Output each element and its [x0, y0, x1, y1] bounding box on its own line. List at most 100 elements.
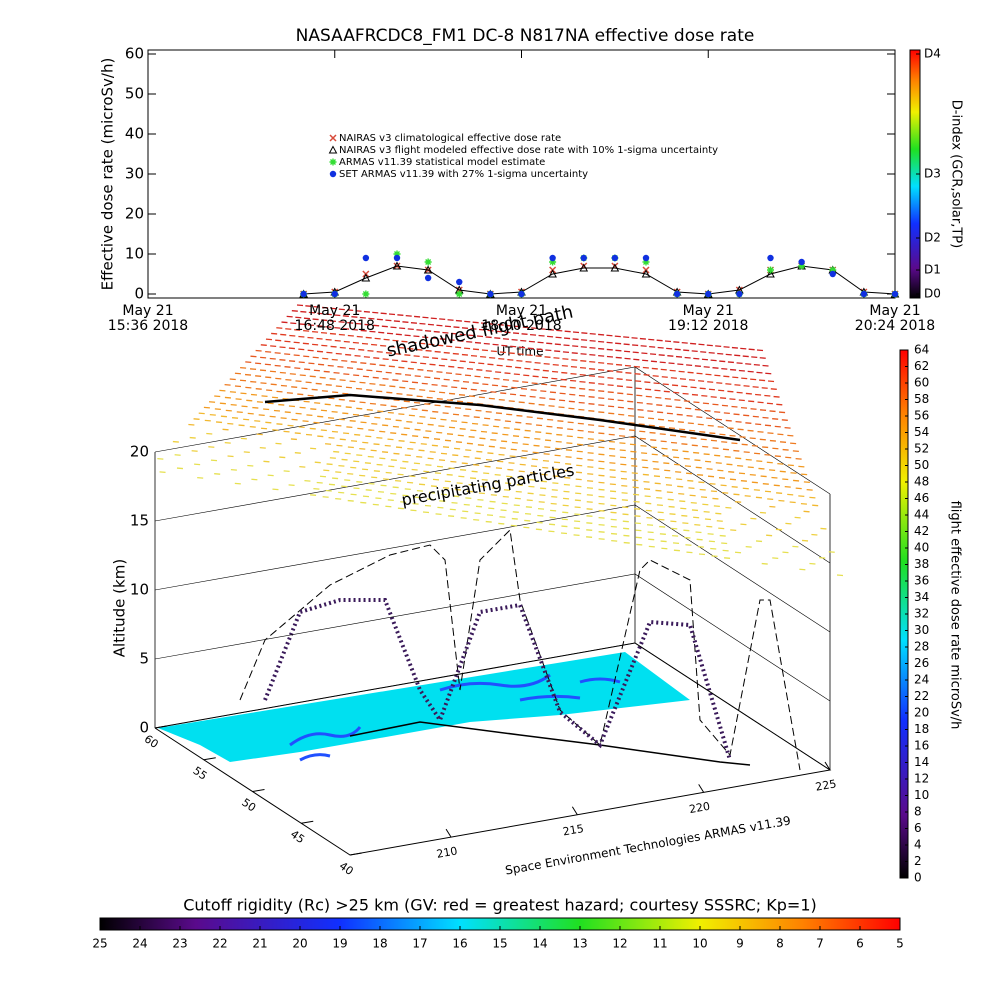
particle-dash — [701, 395, 708, 397]
lat-tick-label: 50 — [239, 796, 258, 815]
particle-dash — [329, 457, 336, 459]
particle-dash — [174, 454, 181, 456]
particle-dash — [588, 375, 596, 377]
data-point — [705, 290, 712, 298]
particle-dash — [414, 315, 421, 318]
colorbar-tick-label: 10 — [692, 937, 707, 951]
particle-dash — [621, 484, 628, 487]
particle-dash — [419, 342, 426, 345]
particle-dash — [598, 481, 605, 484]
particle-dash — [769, 439, 776, 442]
particle-dash — [716, 382, 723, 384]
particle-dash — [731, 405, 738, 408]
particle-dash — [598, 390, 605, 392]
particle-dash — [727, 427, 734, 430]
coastline — [289, 673, 621, 762]
particle-dash — [314, 402, 321, 404]
particle-dash — [606, 334, 613, 337]
particle-dash — [482, 383, 489, 386]
particle-dash — [312, 356, 319, 359]
particle-dash — [265, 376, 272, 379]
particle-dash — [607, 384, 614, 386]
particle-dash — [707, 424, 714, 427]
data-point — [736, 290, 743, 298]
particle-dash — [234, 372, 241, 375]
particle-dash — [562, 504, 569, 507]
particle-dash — [617, 392, 624, 395]
particle-dash — [483, 342, 490, 345]
particle-dash — [450, 359, 457, 362]
particle-dash — [369, 402, 376, 405]
particle-dash — [666, 412, 673, 415]
particle-dash — [722, 491, 729, 494]
particle-dash — [390, 492, 397, 495]
particle-dash — [668, 362, 675, 365]
particle-dash — [587, 480, 594, 482]
particle-dash — [729, 478, 736, 481]
particle-dash — [293, 354, 300, 357]
particle-dash — [331, 411, 338, 413]
particle-dash — [629, 443, 637, 446]
particle-dash — [474, 457, 481, 460]
particle-dash — [387, 411, 394, 414]
particle-dash — [670, 520, 677, 523]
particle-dash — [490, 438, 497, 441]
particle-dash — [757, 401, 764, 404]
particle-dash — [376, 318, 383, 321]
particle-dash — [480, 485, 487, 488]
particle-dash — [561, 525, 568, 528]
particle-dash — [427, 323, 435, 326]
particle-dash — [547, 328, 554, 331]
particle-dash — [708, 351, 715, 354]
particle-dash — [448, 365, 455, 368]
particle-dash — [615, 349, 622, 352]
data-point — [767, 266, 774, 274]
particle-dash — [366, 409, 373, 411]
particle-dash — [529, 334, 537, 336]
particle-dash — [280, 333, 287, 336]
particle-dash — [683, 529, 690, 532]
particle-dash — [459, 333, 466, 336]
particle-dash — [779, 470, 786, 473]
particle-dash — [755, 423, 762, 426]
particle-dash — [554, 454, 561, 457]
particle-dash — [288, 405, 295, 408]
particle-dash — [454, 488, 461, 491]
particle-dash — [572, 338, 579, 341]
particle-dash — [741, 443, 748, 446]
particle-dash — [700, 351, 707, 353]
particle-dash — [650, 446, 658, 449]
particle-dash — [656, 404, 663, 406]
particle-dash — [598, 467, 605, 470]
particle-dash — [485, 336, 492, 339]
particle-dash — [618, 413, 625, 416]
particle-dash — [448, 467, 455, 470]
particle-dash — [310, 494, 317, 496]
particle-dash — [521, 333, 528, 335]
particle-dash — [697, 423, 704, 426]
particle-dash — [265, 350, 272, 353]
particle-dash — [645, 388, 652, 391]
particle-dash — [484, 417, 491, 420]
particle-dash — [718, 477, 726, 479]
particle-dash — [303, 355, 310, 358]
particle-dash — [468, 436, 475, 438]
particle-dash — [551, 495, 558, 498]
particle-dash — [274, 364, 281, 367]
particle-dash — [333, 371, 340, 374]
particle-dash — [537, 514, 544, 517]
particle-dash — [407, 367, 414, 370]
colorbar-tick-label: 6 — [856, 937, 864, 951]
particle-dash — [289, 334, 296, 337]
particle-dash — [690, 342, 697, 345]
particle-dash — [587, 473, 594, 475]
particle-dash — [474, 341, 482, 344]
particle-dash — [556, 329, 563, 332]
particle-dash — [764, 394, 771, 397]
particle-dash — [270, 345, 277, 348]
data-point — [393, 250, 401, 258]
particle-dash — [260, 427, 268, 430]
particle-dash — [513, 504, 520, 507]
particle-dash — [628, 422, 635, 424]
particle-dash — [335, 471, 342, 474]
